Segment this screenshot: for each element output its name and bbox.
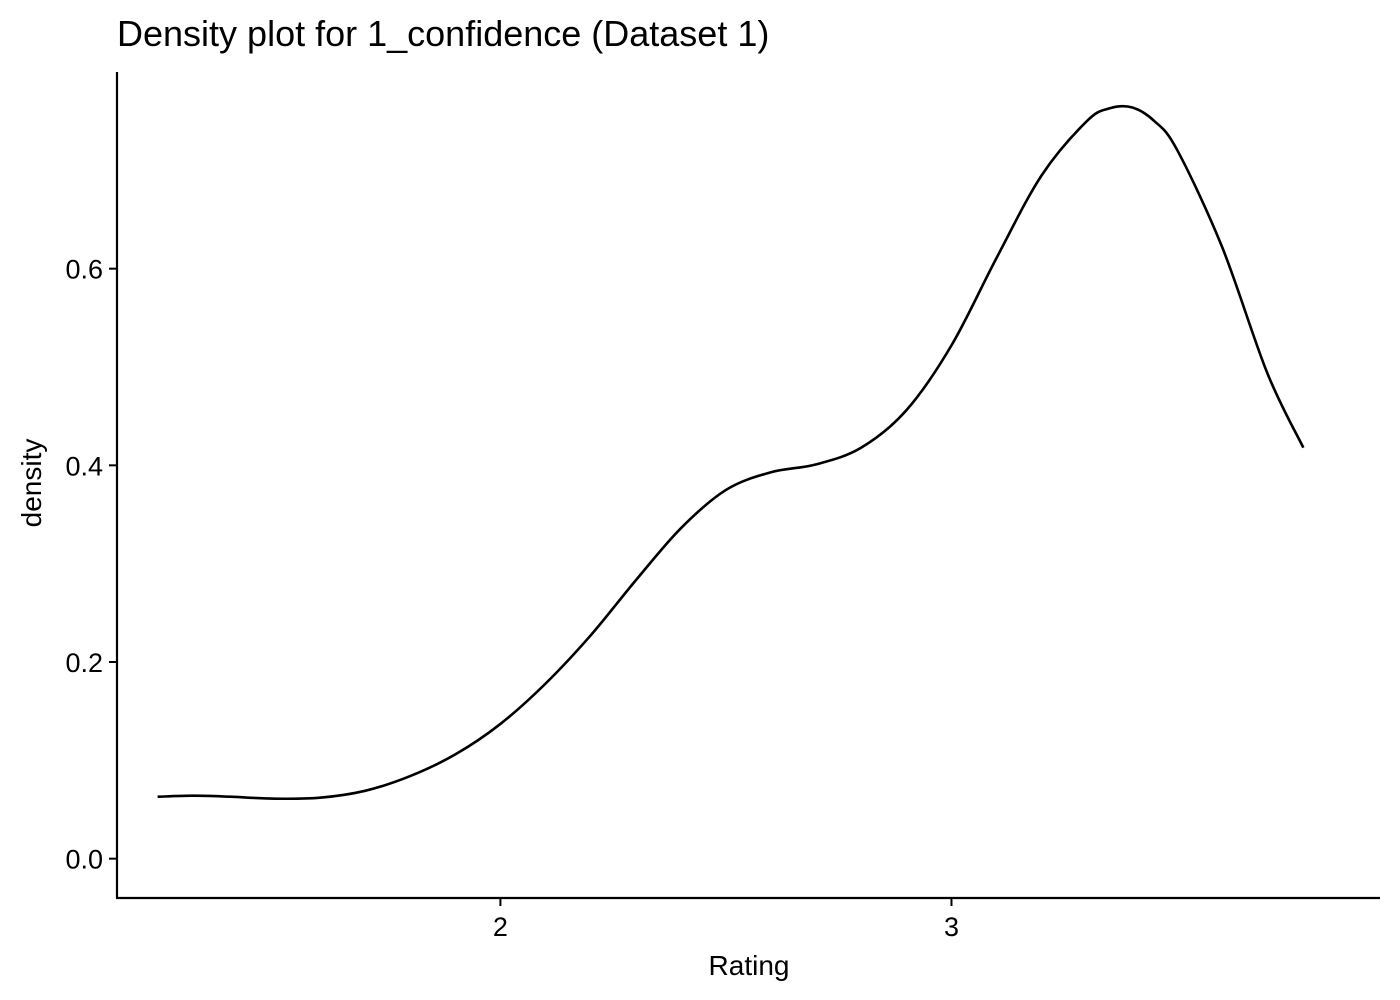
y-axis-title: density (16, 439, 47, 528)
x-tick-label: 2 (493, 912, 508, 942)
chart-title: Density plot for 1_confidence (Dataset 1… (117, 13, 769, 54)
y-tick-label: 0.0 (65, 845, 103, 875)
plot-area (157, 104, 1305, 801)
density-curve (157, 104, 1305, 801)
y-tick-label: 0.2 (65, 648, 103, 678)
y-tick-label: 0.6 (65, 255, 103, 285)
y-tick-label: 0.4 (65, 451, 103, 481)
y-axis-ticks: 0.0 0.2 0.4 0.6 (65, 255, 117, 875)
x-axis-title: Rating (709, 950, 790, 981)
x-tick-label: 3 (944, 912, 959, 942)
